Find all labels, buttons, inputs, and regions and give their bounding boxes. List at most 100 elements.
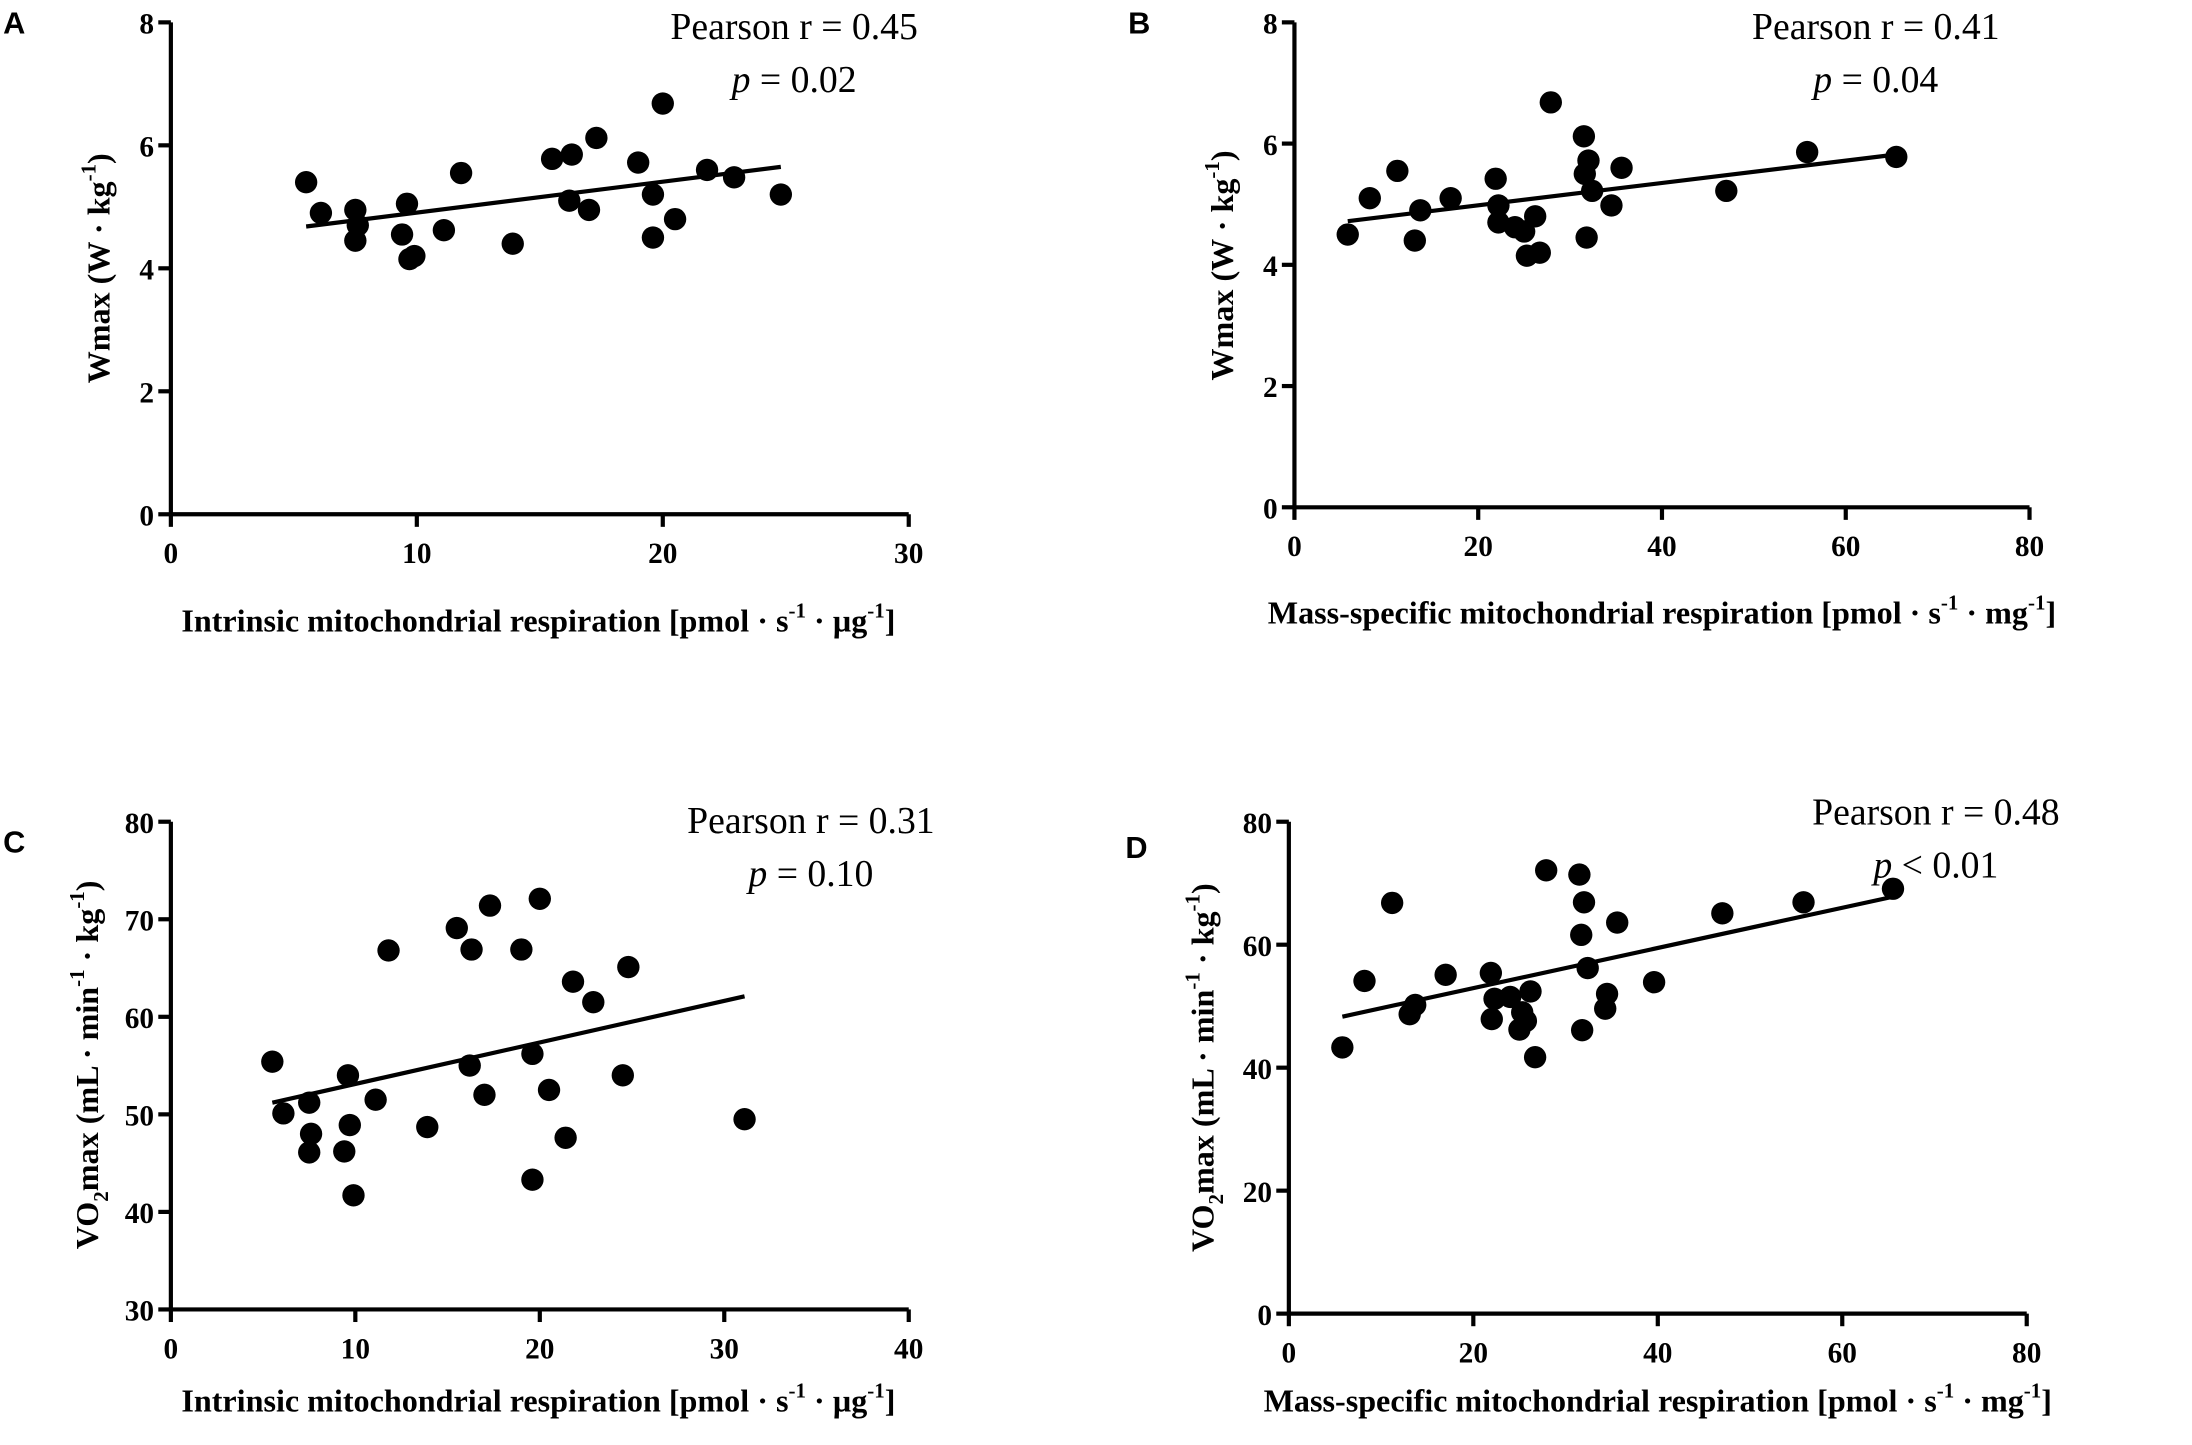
p-value: = 0.02	[751, 59, 857, 101]
x-label-text: ]	[885, 1382, 896, 1418]
data-point	[1881, 877, 1905, 900]
x-label-text: ]	[2041, 1382, 2052, 1418]
data-point	[1524, 205, 1547, 228]
data-point	[1715, 179, 1738, 203]
x-tick-label: 40	[1647, 531, 1676, 563]
y-tick-label: 0	[1263, 493, 1278, 525]
y-label-text: Wmax (W · kg	[1204, 179, 1240, 381]
y-tick-label: 80	[125, 808, 154, 840]
x-label-sup: -1	[1941, 590, 1958, 614]
x-tick-label: 10	[402, 538, 431, 570]
y-label-text: VO	[1184, 1205, 1220, 1253]
panel-D: D 0 20 40 60 80 0 20 40 60 80 Pearson r = 0.48 p < 0…	[1125, 792, 2059, 1419]
x-axis-label: Mass-specific mitochondrial respiration …	[1264, 1378, 2052, 1418]
x-tick-label: 80	[2012, 1338, 2041, 1370]
regression-line	[1347, 152, 1897, 224]
panel-B: B 0 20 40 60 80 0 2 4 6 8 Pearson r = 0.41 p = 0.04 M…	[1128, 6, 2056, 631]
p-symbol: p	[745, 853, 767, 895]
data-point	[1570, 923, 1593, 947]
pearson-r-label: Pearson r = 0.45	[670, 6, 918, 48]
panel-label: A	[3, 6, 25, 41]
panel-label: B	[1128, 6, 1150, 41]
y-tick-label: 30	[125, 1296, 154, 1328]
data-point	[1404, 993, 1427, 1017]
y-label-text: · kg	[69, 909, 105, 970]
x-tick-label: 0	[164, 1333, 179, 1365]
x-tick-label: 20	[648, 538, 677, 570]
y-label-text: )	[69, 881, 105, 892]
y-label-sub: 2	[1204, 1194, 1228, 1204]
data-point	[1580, 179, 1604, 203]
regression-line	[271, 994, 746, 1105]
x-tick-label: 10	[341, 1333, 370, 1365]
y-tick-label: 8	[1263, 9, 1278, 41]
y-tick-label: 4	[1263, 251, 1278, 283]
data-point	[1568, 863, 1591, 886]
p-value-label: p = 0.04	[1810, 59, 1938, 101]
data-point	[1576, 956, 1599, 980]
x-tick-label: 20	[1464, 531, 1493, 563]
data-point	[1577, 149, 1600, 172]
data-point	[1484, 167, 1507, 190]
data-point	[611, 1064, 634, 1087]
x-tick-label: 30	[894, 538, 923, 570]
x-tick-label: 0	[1287, 531, 1302, 563]
x-label-text: Mass-specific mitochondrial respiration …	[1268, 594, 1941, 630]
data-point	[1336, 223, 1359, 246]
data-point	[478, 894, 502, 917]
panel-A: A 0 10 20 30 0 2 4 6 8 Pearson r = 0.45 p = 0.02 Int…	[3, 6, 923, 639]
y-tick-label: 70	[125, 905, 154, 937]
data-point	[733, 1108, 756, 1131]
x-label-text: Intrinsic mitochondrial respiration [pmo…	[181, 603, 788, 639]
panel-C: C 0 10 20 30 40 30 40 50 60 70 80 Pearson r = 0.31 p …	[3, 800, 935, 1419]
data-point	[344, 229, 367, 252]
x-label-sup: -1	[867, 1378, 884, 1402]
x-tick-label: 0	[164, 538, 179, 570]
y-label-text: )	[1184, 883, 1220, 894]
data-point	[561, 970, 585, 993]
y-axis-label: Wmax (W · kg-1)	[1200, 150, 1240, 380]
data-point	[338, 1113, 361, 1137]
data-point	[663, 207, 687, 231]
data-point	[1499, 985, 1522, 1009]
data-point	[528, 887, 551, 910]
data-point	[1358, 186, 1381, 210]
pearson-r-label: Pearson r = 0.31	[687, 800, 935, 842]
y-label-text: )	[1204, 150, 1240, 161]
data-point	[1570, 1018, 1594, 1042]
data-point	[1386, 159, 1409, 183]
data-point	[1480, 1007, 1503, 1031]
data-point	[577, 198, 601, 222]
x-label-text: · µg	[806, 603, 867, 639]
data-point	[769, 183, 793, 206]
y-tick-label: 50	[125, 1101, 154, 1133]
data-point	[1403, 229, 1426, 252]
x-tick-label: 40	[1643, 1338, 1672, 1370]
p-value: = 0.04	[1832, 59, 1938, 101]
y-label-sub: 2	[89, 1191, 113, 1201]
regression-line	[1341, 894, 1894, 1019]
y-tick-label: 40	[125, 1198, 154, 1230]
p-value-label: p = 0.02	[729, 59, 857, 101]
y-label-text: · kg	[1184, 911, 1220, 972]
data-point	[521, 1168, 544, 1191]
y-label-sup: -1	[1180, 972, 1204, 989]
data-point	[1535, 859, 1558, 882]
x-label-sup: -1	[1937, 1378, 1954, 1402]
data-point	[377, 939, 400, 962]
data-point	[627, 151, 650, 174]
x-axis-label: Intrinsic mitochondrial respiration [pmo…	[181, 599, 895, 639]
data-point	[1528, 241, 1551, 264]
x-tick-label: 40	[894, 1333, 923, 1365]
data-point	[473, 1083, 496, 1107]
x-axis-label: Intrinsic mitochondrial respiration [pmo…	[181, 1378, 895, 1418]
data-point	[364, 1088, 387, 1111]
data-point	[449, 161, 473, 185]
x-label-text: Intrinsic mitochondrial respiration [pmo…	[181, 1382, 788, 1418]
data-point	[722, 166, 746, 189]
data-point	[458, 1054, 481, 1077]
x-tick-label: 80	[2015, 531, 2044, 563]
y-tick-label: 2	[139, 377, 154, 409]
y-tick-label: 20	[1243, 1177, 1272, 1209]
